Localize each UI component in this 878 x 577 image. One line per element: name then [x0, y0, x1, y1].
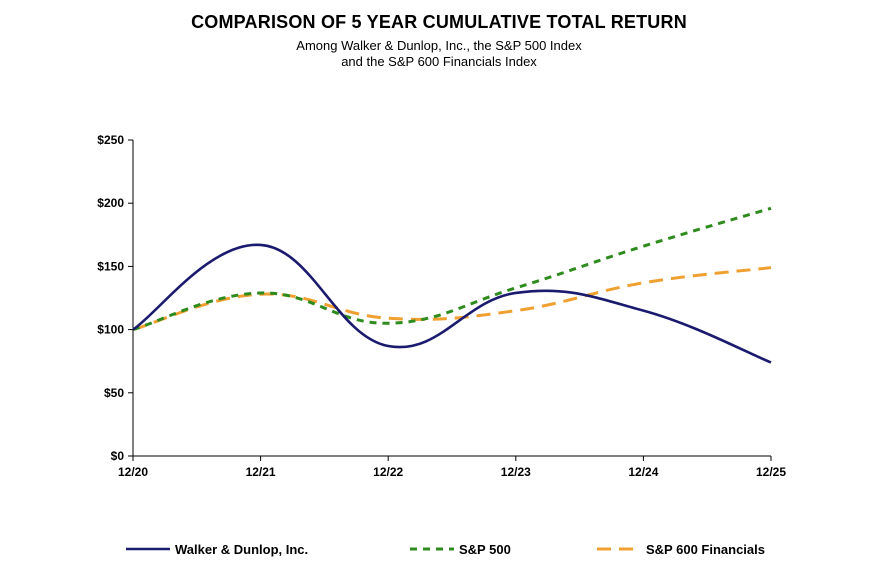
y-tick-label: $200 — [97, 196, 124, 210]
legend-label: S&P 600 Financials — [646, 542, 765, 557]
x-tick-label: 12/25 — [756, 465, 786, 479]
chart-subtitle-line-1: Among Walker & Dunlop, Inc., the S&P 500… — [296, 38, 582, 53]
legend-label: S&P 500 — [459, 542, 511, 557]
y-tick-label: $50 — [104, 386, 124, 400]
series-line-s-p-500 — [132, 206, 772, 332]
series-line-walker-dunlop-inc — [132, 243, 772, 364]
y-tick-label: $250 — [97, 133, 124, 147]
chart-title: COMPARISON OF 5 YEAR CUMULATIVE TOTAL RE… — [191, 12, 687, 32]
x-tick-label: 12/21 — [246, 465, 276, 479]
x-tick-label: 12/23 — [501, 465, 531, 479]
y-tick-label: $150 — [97, 259, 124, 273]
chart-axes: $0 $50 $100 $150 $200 $250 12/20 12/21 12/22 12/2… — [97, 133, 786, 479]
y-tick-label: $0 — [111, 449, 125, 463]
x-tick-label: 12/22 — [373, 465, 403, 479]
x-tick-label: 12/20 — [118, 465, 148, 479]
chart-legend: Walker & Dunlop, Inc. S&P 500 S&P 600 Fina… — [126, 542, 765, 557]
series-line-s-p-600-financials — [132, 266, 772, 332]
x-tick-label: 12/24 — [628, 465, 658, 479]
chart-series — [132, 206, 772, 364]
y-tick-label: $100 — [97, 323, 124, 337]
chart-subtitle-line-2: and the S&P 600 Financials Index — [341, 54, 537, 69]
legend-label: Walker & Dunlop, Inc. — [175, 542, 308, 557]
